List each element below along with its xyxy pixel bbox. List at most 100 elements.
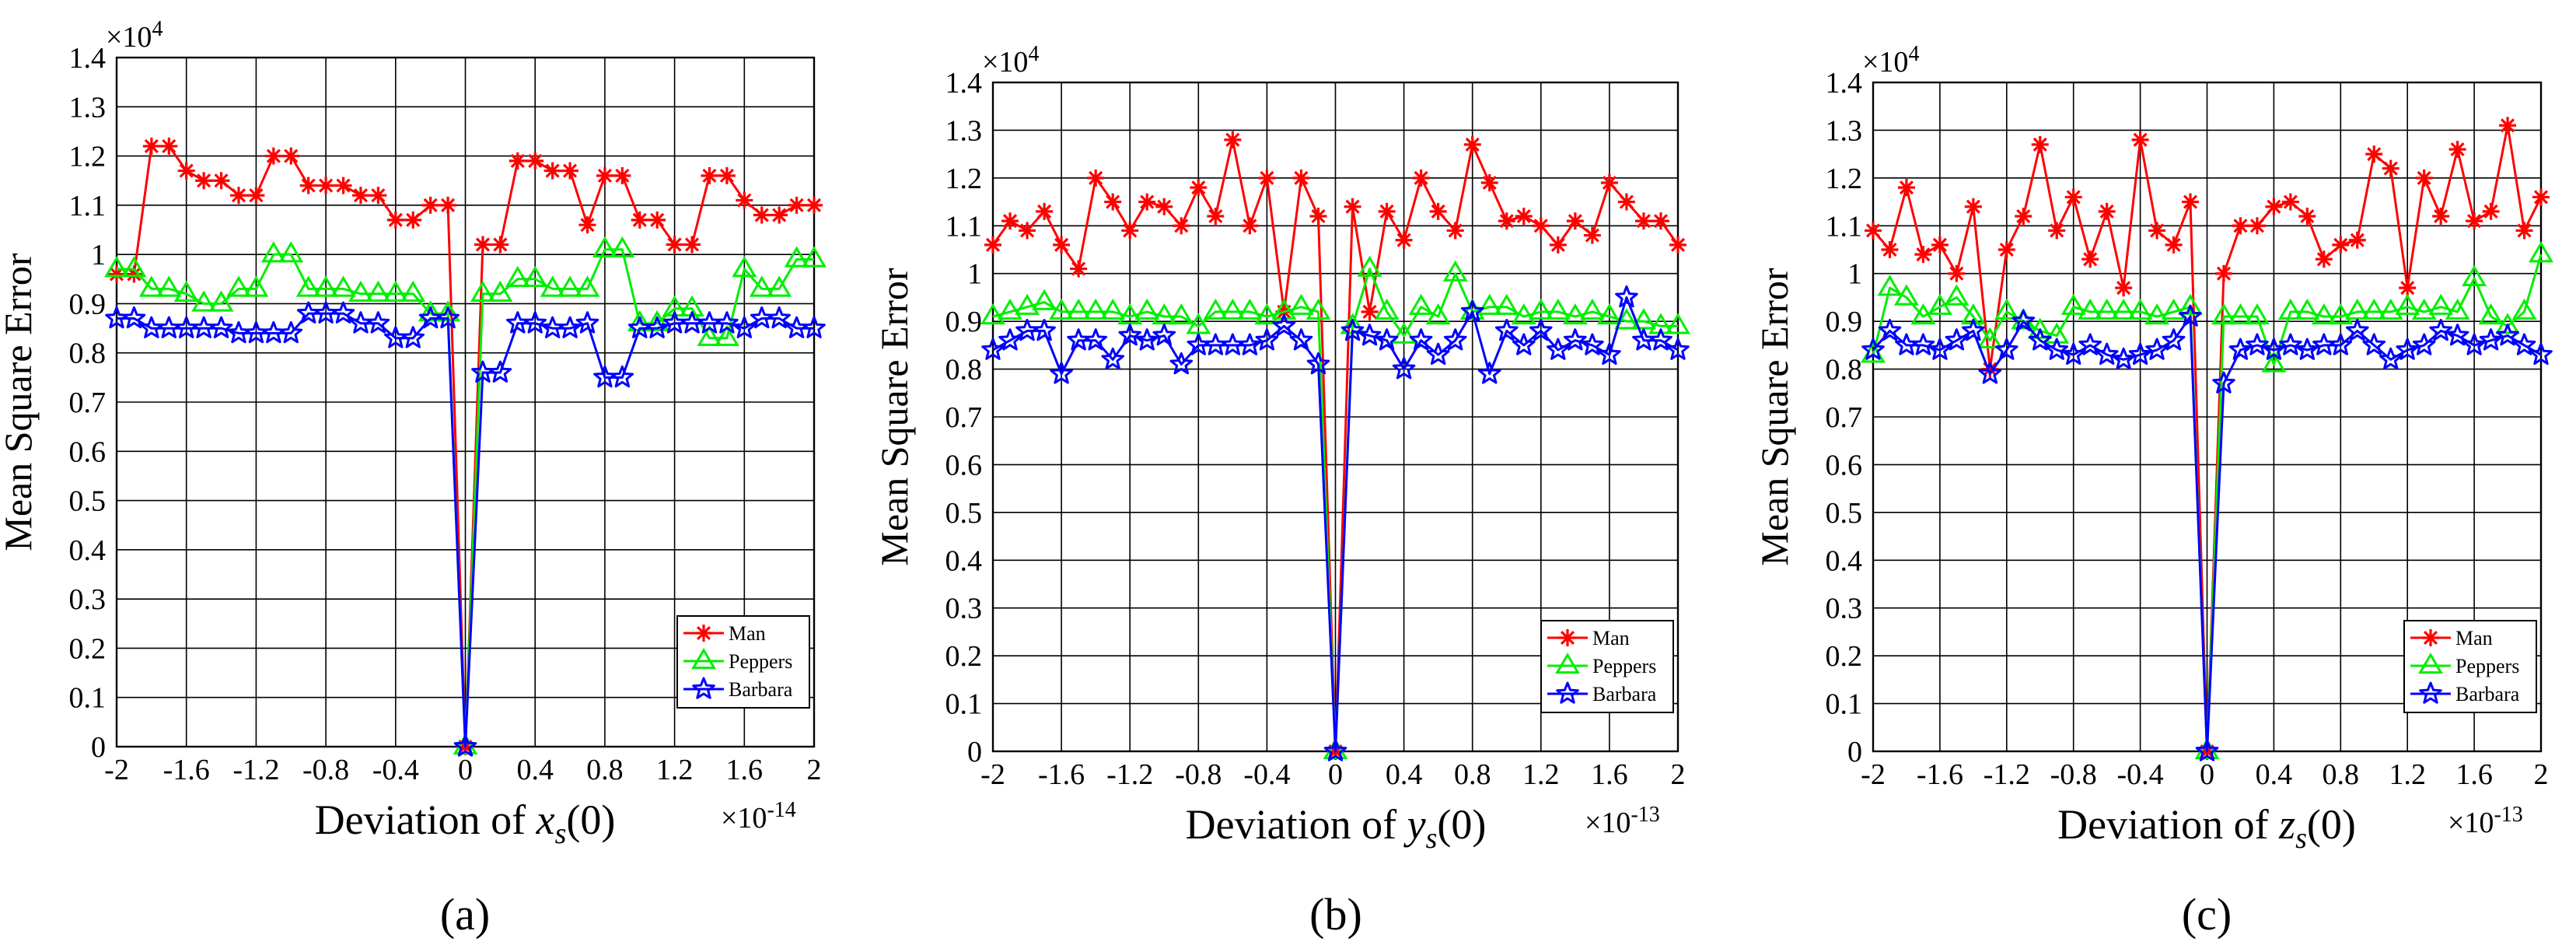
data-point-peppers	[2194, 738, 2220, 760]
data-point-man	[1566, 212, 1584, 230]
data-point-barbara	[1512, 333, 1536, 355]
x-scale-label: ×10-13	[1585, 803, 1660, 839]
data-point-barbara	[2128, 342, 2152, 365]
x-tick-label: -1.6	[163, 754, 210, 786]
data-point-peppers	[2027, 317, 2053, 339]
y-tick-label: 0	[91, 731, 106, 764]
data-point-peppers	[1944, 284, 1970, 306]
y-tick-label: 1.2	[69, 141, 107, 173]
y-tick-label: 0.8	[1826, 354, 1863, 387]
data-point-man	[1395, 231, 1413, 249]
data-point-peppers	[1271, 298, 1297, 320]
data-point-peppers	[1100, 298, 1126, 320]
x-tick-label: -1.6	[1038, 758, 1085, 791]
data-point-peppers	[575, 275, 600, 297]
data-point-peppers	[2378, 298, 2403, 320]
data-point-barbara	[2529, 342, 2553, 365]
data-point-man	[1669, 236, 1686, 254]
panel-label: (c)	[2182, 889, 2232, 940]
x-tick-label: -0.8	[1175, 758, 1222, 791]
data-point-barbara	[2028, 328, 2052, 351]
data-point-man	[2532, 188, 2550, 206]
data-point-peppers	[1665, 313, 1690, 334]
data-point-peppers	[1288, 293, 1314, 315]
data-point-barbara	[1238, 333, 1262, 355]
data-point-barbara	[1615, 285, 1638, 308]
data-point-peppers	[697, 324, 722, 346]
data-point-peppers	[2344, 298, 2370, 320]
data-point-barbara	[1426, 342, 1450, 365]
legend-marker	[1556, 681, 1579, 704]
legend-label: Man	[2455, 627, 2493, 649]
data-point-peppers	[2361, 298, 2387, 320]
data-point-barbara	[2512, 333, 2536, 355]
data-point-man	[439, 196, 457, 214]
data-point-peppers	[2511, 298, 2537, 320]
data-point-peppers	[1134, 298, 1160, 320]
data-point-barbara	[1084, 328, 1107, 351]
data-point-man	[1948, 264, 1966, 282]
data-point-peppers	[1579, 298, 1605, 320]
data-point-barbara	[1392, 357, 1416, 380]
data-point-barbara	[453, 734, 477, 757]
y-tick-label: 0	[967, 736, 982, 768]
data-point-man	[1463, 135, 1481, 153]
data-point-peppers	[2328, 303, 2354, 325]
data-point-barbara	[1306, 352, 1330, 375]
data-point-man	[2432, 208, 2450, 225]
data-point-peppers	[453, 733, 478, 755]
data-point-peppers	[2311, 303, 2337, 325]
data-point-man	[736, 191, 753, 209]
data-point-peppers	[2395, 293, 2420, 315]
data-point-barbara	[1581, 333, 1604, 355]
data-point-peppers	[1614, 308, 1639, 330]
legend-label: Barbara	[729, 678, 793, 701]
data-point-peppers	[2529, 241, 2553, 263]
data-point-peppers	[1562, 303, 1588, 325]
data-point-man	[1931, 236, 1949, 254]
data-point-peppers	[1374, 298, 1400, 320]
data-point-man	[2081, 250, 2099, 268]
data-point-man	[1429, 202, 1447, 220]
data-point-man	[753, 206, 771, 224]
data-point-man	[2182, 193, 2200, 211]
y-tick-label: 0.7	[69, 387, 107, 419]
data-point-barbara	[1962, 318, 1985, 341]
data-point-man	[2265, 198, 2283, 215]
data-point-barbara	[1101, 347, 1124, 370]
x-axis-title: Deviation of xs(0)	[315, 796, 616, 850]
data-point-peppers	[523, 265, 548, 287]
data-point-man	[1914, 246, 1932, 264]
data-point-peppers	[1049, 298, 1075, 320]
x-tick-label: 2	[2534, 758, 2549, 791]
y-tick-label: 0.8	[69, 338, 107, 370]
data-point-peppers	[2495, 313, 2520, 334]
data-point-peppers	[1894, 284, 1919, 306]
data-point-peppers	[2261, 351, 2287, 373]
x-tick-label: 0	[458, 754, 473, 786]
data-point-barbara	[1135, 328, 1159, 351]
y-scale-label: ×104	[1862, 42, 1919, 79]
data-point-man	[2031, 135, 2049, 153]
data-point-barbara	[1666, 338, 1690, 360]
y-tick-label: 0.2	[1826, 640, 1863, 673]
data-point-man	[718, 166, 736, 184]
data-point-man	[2298, 208, 2316, 225]
y-tick-label: 0.5	[945, 497, 983, 530]
data-point-barbara	[1477, 362, 1501, 384]
x-tick-label: 0.8	[586, 754, 624, 786]
data-point-barbara	[2228, 338, 2253, 360]
x-tick-label: 0	[1328, 758, 1343, 791]
data-point-peppers	[156, 275, 182, 297]
legend-item-barbara: Barbara	[683, 677, 793, 701]
panel-label: (b)	[1309, 889, 1362, 940]
data-point-peppers	[1545, 298, 1571, 320]
data-point-man	[212, 172, 230, 190]
data-point-barbara	[2412, 333, 2436, 355]
x-tick-label: 1.6	[726, 754, 764, 786]
data-point-barbara	[1358, 324, 1382, 346]
data-point-man	[2382, 159, 2399, 177]
y-tick-label: 0.2	[945, 640, 983, 673]
data-point-barbara	[1529, 318, 1553, 341]
y-tick-label: 1.1	[945, 210, 983, 243]
